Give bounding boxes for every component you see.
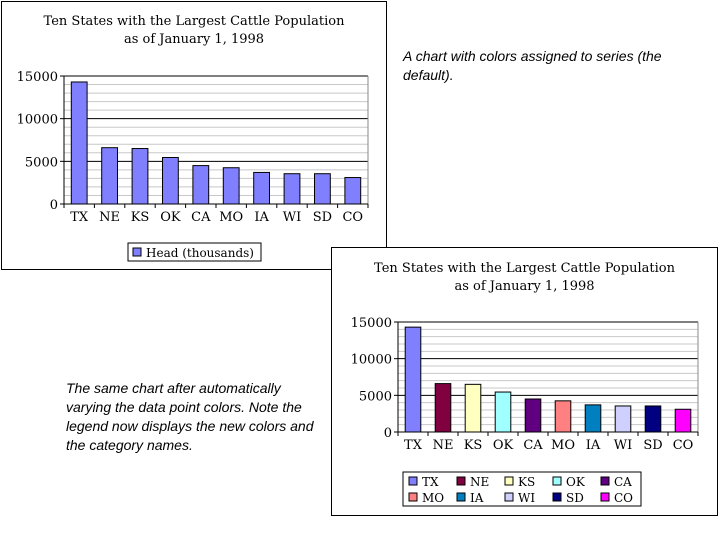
bar-ia	[584, 404, 602, 433]
bar-co	[674, 408, 692, 433]
legend-label-ca: CA	[614, 475, 632, 489]
y-tick-label: 10000	[351, 353, 392, 368]
bar-tx	[404, 326, 422, 433]
y-tick-label: 15000	[351, 316, 392, 331]
x-tick-label: CO	[342, 210, 363, 225]
chart-1-frame: Ten States with the Largest Cattle Popul…	[1, 1, 387, 270]
legend-label-ok: OK	[566, 475, 586, 489]
legend-box	[127, 242, 262, 262]
chart-subtitle: as of January 1, 1998	[454, 279, 594, 294]
x-tick-label: TX	[404, 438, 423, 453]
x-tick-label: OK	[160, 210, 181, 225]
bar-co	[344, 177, 362, 205]
legend-label: Head (thousands)	[146, 246, 254, 260]
legend-swatch	[132, 247, 142, 257]
bar-ia	[253, 171, 271, 205]
x-tick-label: MO	[219, 210, 243, 225]
bar-sd	[644, 405, 662, 433]
bar-ca	[192, 165, 210, 205]
legend-label-ne: NE	[470, 475, 489, 489]
y-tick-label: 15000	[17, 70, 58, 85]
legend-label-tx: TX	[422, 475, 439, 489]
chart-2-frame: Ten States with the Largest Cattle Popul…	[331, 247, 718, 516]
note-varied-colors: The same chart after automatically varyi…	[66, 380, 314, 453]
bar-ca	[524, 398, 542, 433]
x-tick-label: CO	[673, 438, 694, 453]
legend-swatch-tx	[408, 476, 418, 486]
bar-ok	[161, 156, 179, 205]
x-tick-label: KS	[131, 210, 150, 225]
legend-label-mo: MO	[422, 491, 444, 505]
chart-title: Ten States with the Largest Cattle Popul…	[44, 14, 346, 29]
chart-title: Ten States with the Largest Cattle Popul…	[374, 261, 676, 276]
x-tick-label: MO	[551, 438, 575, 453]
x-tick-label: KS	[464, 438, 483, 453]
note-default-colors: A chart with colors assigned to series (…	[403, 48, 662, 83]
legend-swatch-mo	[408, 492, 418, 502]
x-tick-label: WI	[283, 210, 302, 225]
y-tick-label: 5000	[359, 389, 392, 404]
chart-2: Ten States with the Largest Cattle Popul…	[351, 261, 699, 507]
bar-ne	[434, 383, 452, 433]
x-tick-label: CA	[523, 438, 543, 453]
x-tick-label: WI	[614, 438, 633, 453]
y-tick-label: 10000	[17, 113, 58, 128]
bar-ne	[101, 147, 119, 205]
bar-mo	[554, 400, 572, 433]
x-tick-label: IA	[586, 438, 601, 453]
bar-ok	[494, 391, 512, 433]
x-tick-label: NE	[433, 438, 454, 453]
y-tick-label: 5000	[25, 155, 58, 170]
chart-1: Ten States with the Largest Cattle Popul…	[17, 14, 369, 262]
y-tick-label: 0	[384, 426, 392, 441]
bar-ks	[464, 383, 482, 433]
x-tick-label: CA	[191, 210, 211, 225]
legend-swatch-ia	[456, 492, 466, 502]
bar-wi	[614, 405, 632, 433]
x-tick-label: NE	[99, 210, 120, 225]
legend-swatch-ne	[456, 476, 466, 486]
y-tick-label: 0	[50, 198, 58, 213]
legend-swatch-ks	[504, 476, 514, 486]
legend-label-ia: IA	[470, 491, 484, 505]
chart-subtitle: as of January 1, 1998	[124, 32, 264, 47]
legend-label-wi: WI	[518, 491, 535, 505]
bar-wi	[283, 173, 301, 205]
x-tick-label: TX	[70, 210, 89, 225]
legend-swatch-ca	[600, 476, 610, 486]
legend-swatch-ok	[552, 476, 562, 486]
bar-tx	[70, 81, 88, 205]
x-tick-label: SD	[643, 438, 662, 453]
x-tick-label: OK	[493, 438, 514, 453]
bar-ks	[131, 148, 149, 205]
legend-label-ks: KS	[518, 475, 535, 489]
legend-label-sd: SD	[566, 491, 584, 505]
legend-swatch-wi	[504, 492, 514, 502]
x-tick-label: SD	[313, 210, 332, 225]
x-tick-label: IA	[254, 210, 269, 225]
legend-swatch-co	[600, 492, 610, 502]
legend-label-co: CO	[614, 491, 633, 505]
bar-mo	[222, 167, 240, 205]
legend-swatch-sd	[552, 492, 562, 502]
bar-sd	[313, 173, 331, 205]
